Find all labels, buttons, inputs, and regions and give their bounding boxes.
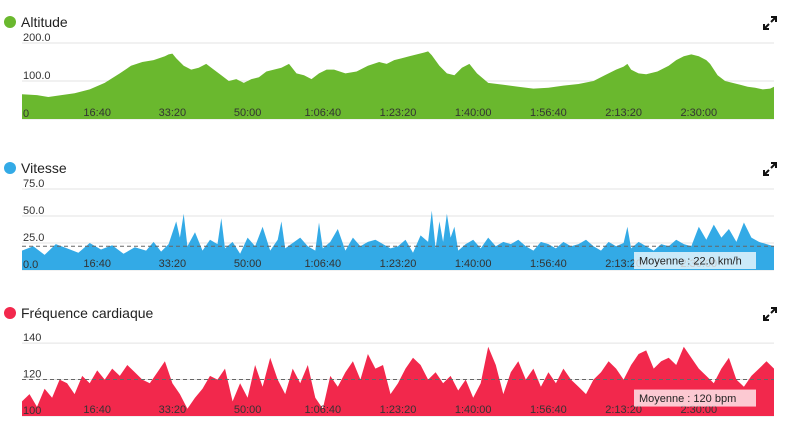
vitesse-x-tick-label: 33:20 bbox=[159, 258, 187, 270]
heart-rate-x-tick-label: 1:06:40 bbox=[304, 404, 341, 416]
vitesse-x-tick-label: 1:56:40 bbox=[530, 258, 567, 270]
vitesse-panel: Vitesse bbox=[0, 145, 787, 285]
heart-rate-x-tick-label: 50:00 bbox=[234, 404, 262, 416]
altitude-x-tick-label: 50:00 bbox=[234, 107, 262, 119]
heart-rate-x-tick-label: 1:56:40 bbox=[530, 404, 567, 416]
heart-rate-y-tick-label: 120 bbox=[23, 369, 41, 381]
heart-rate-x-tick-label: 1:23:20 bbox=[380, 404, 417, 416]
vitesse-y-tick-label: 0.0 bbox=[23, 259, 38, 271]
vitesse-y-tick-label: 50.0 bbox=[23, 205, 44, 217]
heart-rate-chart: 140 120 100 16:40 33:20 50:00 1:06:40 1:23:20 1:… bbox=[22, 332, 774, 417]
altitude-x-tick-label: 16:40 bbox=[83, 107, 111, 119]
vitesse-x-tick-label: 16:40 bbox=[83, 258, 111, 270]
altitude-title: Altitude bbox=[4, 12, 68, 32]
altitude-x-tick-label: 1:06:40 bbox=[304, 107, 341, 119]
heart-rate-title-text: Fréquence cardiaque bbox=[21, 305, 154, 321]
altitude-legend-dot bbox=[4, 16, 16, 28]
vitesse-x-tick-label: 2:13:20 bbox=[605, 258, 642, 270]
altitude-y-tick-label: 100.0 bbox=[23, 70, 51, 82]
heart-rate-title: Fréquence cardiaque bbox=[4, 303, 153, 323]
altitude-title-text: Altitude bbox=[21, 14, 68, 30]
heart-rate-legend-dot bbox=[4, 307, 16, 319]
altitude-area-series bbox=[22, 51, 774, 119]
heart-rate-x-tick-label: 1:40:00 bbox=[455, 404, 492, 416]
heart-rate-y-tick-label: 100 bbox=[23, 405, 41, 417]
expand-icon[interactable] bbox=[763, 162, 777, 176]
expand-icon[interactable] bbox=[763, 16, 777, 30]
altitude-y-tick-label: 200.0 bbox=[23, 32, 51, 44]
vitesse-average-label-box bbox=[634, 252, 756, 269]
vitesse-x-tick-label: 50:00 bbox=[234, 258, 262, 270]
vitesse-x-tick-label: 1:06:40 bbox=[304, 258, 341, 270]
altitude-x-tick-label: 1:56:40 bbox=[530, 107, 567, 119]
altitude-x-tick-label: 2:30:00 bbox=[680, 107, 717, 119]
heart-rate-x-tick-label: 16:40 bbox=[83, 404, 111, 416]
expand-icon[interactable] bbox=[763, 307, 777, 321]
altitude-chart: 200.0 100.0 0 16:40 33:20 50:00 1:06:40 1:23:20… bbox=[22, 32, 774, 120]
altitude-x-tick-label: 33:20 bbox=[159, 107, 187, 119]
vitesse-legend-dot bbox=[4, 162, 16, 174]
vitesse-title-text: Vitesse bbox=[21, 160, 67, 176]
vitesse-y-tick-label: 75.0 bbox=[23, 178, 44, 190]
heart-rate-average-label: Moyenne : 120 bpm bbox=[639, 393, 736, 405]
altitude-x-tick-label: 1:23:20 bbox=[380, 107, 417, 119]
heart-rate-x-tick-label: 2:13:20 bbox=[605, 404, 642, 416]
altitude-x-tick-label: 1:40:00 bbox=[455, 107, 492, 119]
heart-rate-area-series bbox=[22, 346, 774, 416]
heart-rate-average-label-box bbox=[634, 389, 756, 407]
vitesse-chart: 75.0 50.0 25.0 0.0 16:40 33:20 50:00 1:06:40 1:2… bbox=[22, 178, 774, 271]
altitude-x-tick-label: 2:13:20 bbox=[605, 107, 642, 119]
altitude-y-tick-label: 0 bbox=[23, 108, 29, 120]
vitesse-title: Vitesse bbox=[4, 158, 67, 178]
heart-rate-x-tick-label: 33:20 bbox=[159, 404, 187, 416]
heart-rate-y-tick-label: 140 bbox=[23, 332, 41, 344]
heart-rate-x-tick-label: 2:30:00 bbox=[680, 404, 717, 416]
vitesse-average-label: Moyenne : 22.0 km/h bbox=[639, 256, 742, 268]
vitesse-x-tick-label: 1:23:20 bbox=[380, 258, 417, 270]
altitude-panel: Altitude bbox=[0, 0, 787, 140]
vitesse-y-tick-label: 25.0 bbox=[23, 232, 44, 244]
vitesse-area-series bbox=[22, 210, 774, 270]
heart-rate-panel: Fréquence cardiaque bbox=[0, 290, 787, 432]
vitesse-x-tick-label: 1:40:00 bbox=[455, 258, 492, 270]
